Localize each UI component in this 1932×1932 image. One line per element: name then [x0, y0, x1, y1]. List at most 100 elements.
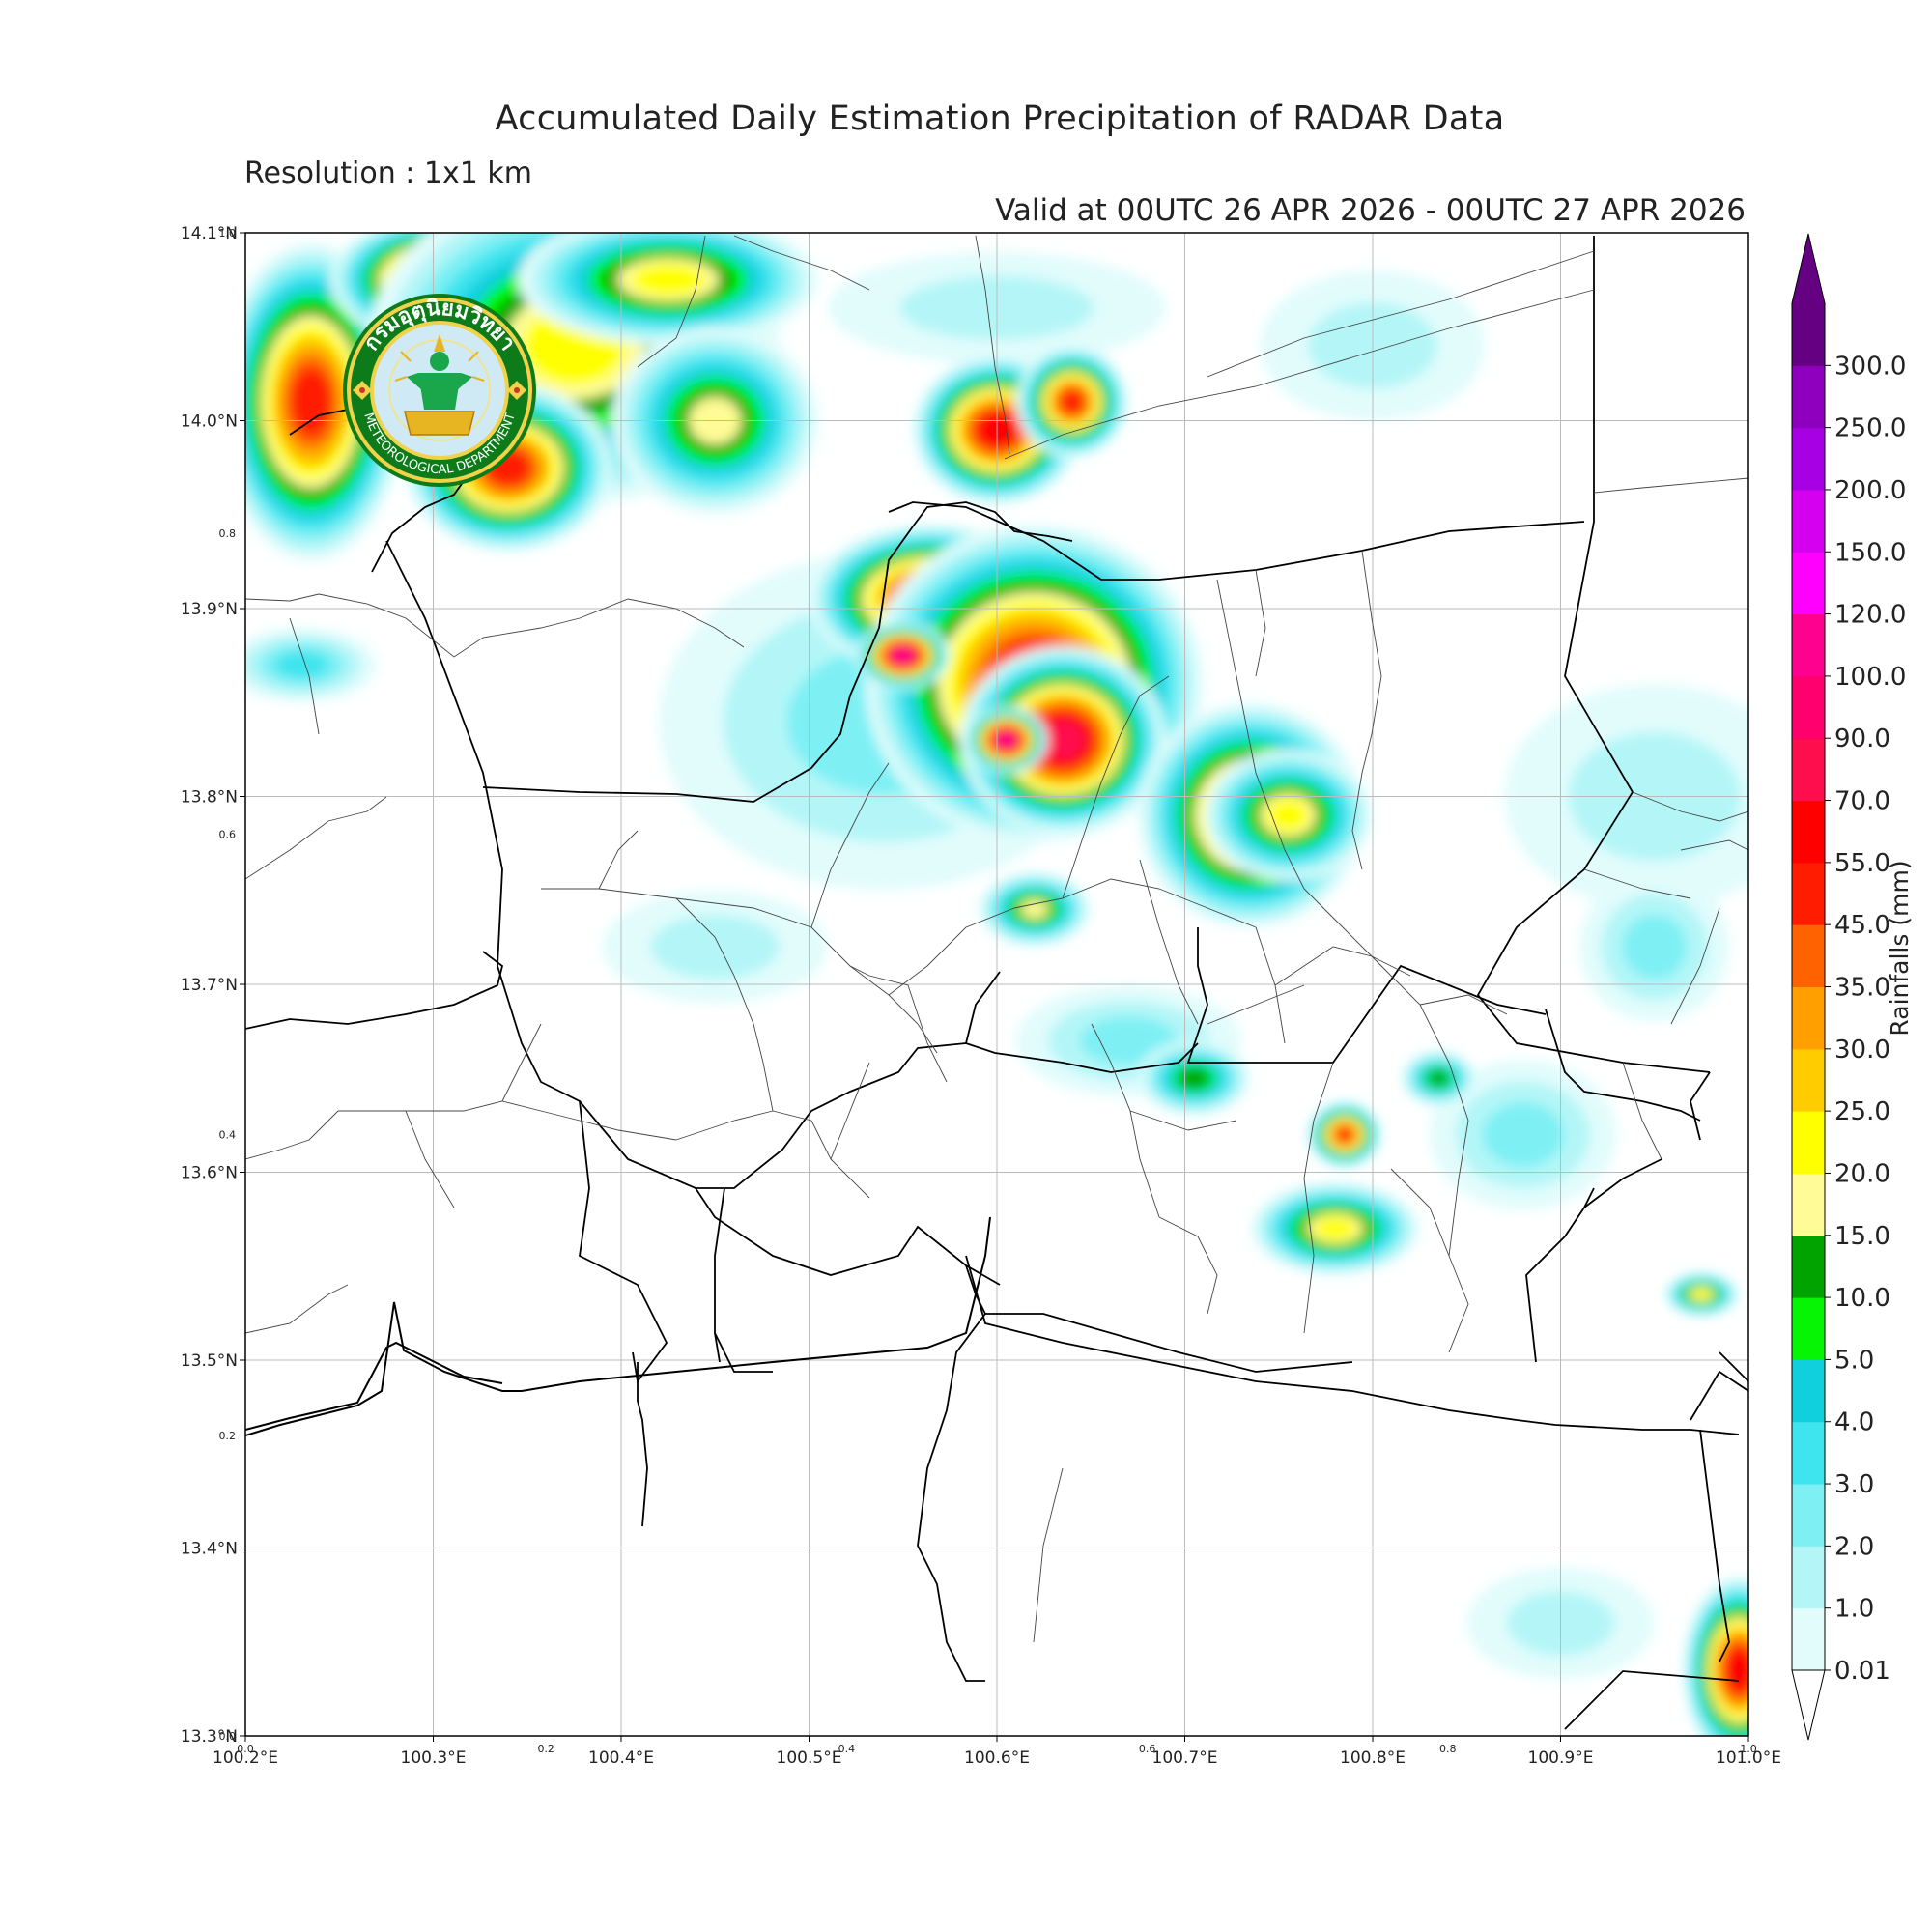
colorbar-segment — [1792, 1235, 1825, 1298]
colorbar-level-label: 0.01 — [1834, 1657, 1890, 1686]
colorbar-segment — [1792, 365, 1825, 429]
rain-cell-level — [1040, 721, 1085, 760]
minor-y-tick-label: 0.4 — [219, 1129, 237, 1142]
colorbar-segment — [1792, 489, 1825, 553]
colorbar-level-label: 30.0 — [1834, 1036, 1890, 1065]
minor-x-tick-label: 0.8 — [1439, 1743, 1457, 1755]
tmd-logo: กรมอุตุนิยมวิทยา METEOROLOGICAL DEPARTME… — [343, 294, 536, 487]
rain-cell-level — [998, 733, 1015, 748]
colorbar-title: Rainfalls (mm) — [1886, 860, 1914, 1036]
lat-tick-label: 13.6°N — [181, 1164, 238, 1183]
ornament-right-icon — [507, 381, 526, 400]
lon-tick-label: 100.9°E — [1528, 1748, 1594, 1768]
colorbar-level-label: 2.0 — [1834, 1532, 1874, 1561]
colorbar-level-label: 300.0 — [1834, 352, 1906, 381]
colorbar-level-label: 100.0 — [1834, 663, 1906, 692]
lon-tick-label: 100.8°E — [1340, 1748, 1406, 1768]
lon-tick-label: 100.5°E — [777, 1748, 842, 1768]
colorbar-level-label: 55.0 — [1834, 849, 1890, 878]
rain-cell-level — [291, 367, 332, 437]
colorbar-level-label: 120.0 — [1834, 601, 1906, 630]
ornament-left-icon — [353, 381, 372, 400]
lat-tick-label: 14.1°N — [181, 224, 238, 243]
colorbar-level-label: 250.0 — [1834, 414, 1906, 443]
colorbar-segment — [1792, 675, 1825, 739]
colorbar: 0.01 1.0 2.0 3.0 4.0 5.0 10.0 15.0 20.0 25.0 30.0 3… — [1791, 233, 1914, 1741]
rain-cell-level — [1060, 389, 1085, 414]
colorbar-level-label: 4.0 — [1834, 1408, 1874, 1437]
colorbar-level-label: 5.0 — [1834, 1346, 1874, 1375]
colorbar-level-label: 3.0 — [1834, 1470, 1874, 1499]
rain-cell-level — [894, 648, 913, 663]
light-rain-cell-level — [1622, 914, 1688, 980]
colorbar-segment — [1792, 800, 1825, 864]
minor-y-tick-label: 0.0 — [219, 1730, 237, 1743]
colorbar-segment — [1792, 1111, 1825, 1174]
lat-tick-label: 13.8°N — [181, 788, 238, 808]
minor-x-tick-label: 0.4 — [838, 1743, 856, 1755]
lon-tick-label: 100.6°E — [964, 1748, 1030, 1768]
colorbar-segment — [1792, 1359, 1825, 1423]
valid-time: Valid at 00UTC 26 APR 2026 - 00UTC 27 AP… — [995, 193, 1746, 228]
minor-x-tick-label: 0.2 — [537, 1743, 554, 1755]
colorbar-max-extension — [1792, 234, 1825, 303]
colorbar-level-label: 1.0 — [1834, 1595, 1874, 1624]
colorbar-level-label: 200.0 — [1834, 476, 1906, 505]
minor-y-tick-label: 0.2 — [219, 1430, 237, 1442]
lat-tick-label: 13.4°N — [181, 1540, 238, 1559]
lat-tick-label: 13.9°N — [181, 600, 238, 619]
minor-x-tick-label: 0.6 — [1139, 1743, 1156, 1755]
colorbar-level-label: 90.0 — [1834, 724, 1890, 753]
colorbar-segment — [1792, 1297, 1825, 1360]
rain-cell-level — [1428, 1070, 1449, 1087]
district-boundaries — [245, 235, 1748, 1643]
lon-tick-label: 100.7°E — [1152, 1748, 1218, 1768]
rain-cell-level — [1726, 1650, 1748, 1690]
colorbar-segment — [1792, 552, 1825, 615]
rain-cell-level — [1314, 1216, 1356, 1240]
colorbar-level-label: 20.0 — [1834, 1159, 1890, 1188]
colorbar-segment — [1792, 427, 1825, 491]
rain-cell-level — [1336, 1127, 1353, 1143]
colorbar-segment — [1792, 1607, 1825, 1671]
resolution-subtitle: Resolution : 1x1 km — [244, 156, 532, 190]
minor-y-tick-label: 0.6 — [219, 828, 237, 840]
colorbar-level-label: 15.0 — [1834, 1222, 1890, 1251]
minor-y-tick-label: 1.0 — [219, 227, 237, 240]
lon-tick-label: 100.2°E — [213, 1748, 278, 1768]
rain-cell-level — [1179, 1067, 1210, 1089]
minor-x-tick-label: 0.0 — [237, 1743, 254, 1755]
colorbar-level-label: 70.0 — [1834, 787, 1890, 816]
rain-cell-level — [1267, 799, 1309, 832]
rain-cell-level — [1691, 1289, 1711, 1300]
lon-tick-label: 101.0°E — [1716, 1748, 1781, 1768]
axes: 100.2°E 100.3°E 100.4°E 100.5°E 100.6°E 100.7… — [181, 224, 1781, 1768]
colorbar-min-extension — [1791, 1669, 1826, 1741]
coastline — [245, 1216, 991, 1436]
colorbar-segment — [1792, 303, 1825, 366]
colorbar-segment — [1792, 924, 1825, 987]
lat-tick-label: 13.7°N — [181, 976, 238, 995]
colorbar-segment — [1792, 862, 1825, 925]
colorbar-segment — [1792, 738, 1825, 802]
deity-icon — [394, 334, 485, 436]
light-rain-cell-level — [650, 914, 781, 980]
lat-tick-label: 14.0°N — [181, 412, 238, 432]
colorbar-level-label: 10.0 — [1834, 1284, 1890, 1313]
graticule — [245, 233, 1748, 1736]
lat-tick-label: 13.5°N — [181, 1351, 238, 1371]
lon-tick-label: 100.4°E — [588, 1748, 654, 1768]
colorbar-segment — [1792, 1484, 1825, 1547]
lat-tick-label: 13.3°N — [181, 1727, 238, 1747]
minor-y-tick-label: 0.8 — [219, 527, 237, 540]
colorbar-level-label: 45.0 — [1834, 911, 1890, 940]
colorbar-level-label: 25.0 — [1834, 1097, 1890, 1126]
colorbar-segment — [1792, 1421, 1825, 1485]
rain-cell-level — [1019, 899, 1049, 920]
colorbar-level-label: 35.0 — [1834, 974, 1890, 1003]
chart-title: Accumulated Daily Estimation Precipitati… — [495, 99, 1505, 138]
colorbar-segment — [1792, 1546, 1825, 1609]
light-rain-cell-level — [274, 651, 329, 679]
colorbar-segment — [1792, 1173, 1825, 1236]
